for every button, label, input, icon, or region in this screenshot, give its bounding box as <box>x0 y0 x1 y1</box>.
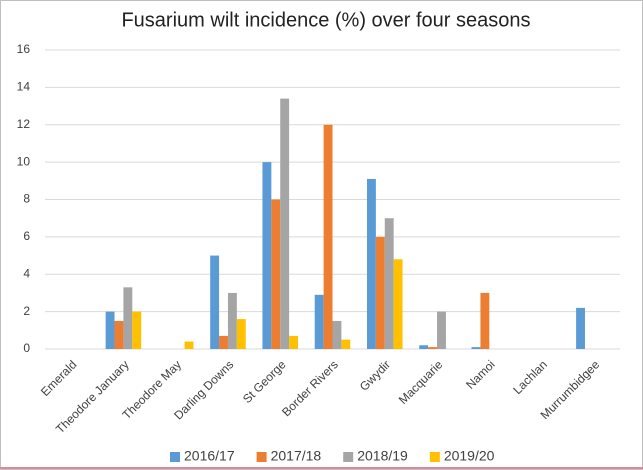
bar <box>219 335 228 349</box>
bar <box>480 292 490 349</box>
bar <box>384 218 394 349</box>
legend-swatch <box>256 452 267 462</box>
y-tick-label: 10 <box>17 154 31 168</box>
bar <box>341 339 351 349</box>
bar <box>375 236 385 349</box>
legend-label: 2017/18 <box>271 448 322 464</box>
bar <box>132 311 142 349</box>
bar <box>323 124 333 349</box>
legend-label: 2019/20 <box>444 448 495 464</box>
bar <box>437 311 446 349</box>
bar <box>428 347 438 349</box>
bar <box>105 311 115 349</box>
bar <box>367 178 376 349</box>
y-tick-label: 12 <box>17 117 31 131</box>
legend-swatch <box>170 452 180 462</box>
bar <box>184 341 194 349</box>
bar <box>262 162 272 349</box>
bar <box>227 292 237 349</box>
bar <box>419 345 429 349</box>
bar <box>114 320 124 349</box>
legend-label: 2016/17 <box>184 448 235 464</box>
bar <box>314 294 324 349</box>
bar <box>289 335 298 349</box>
bar <box>123 287 133 349</box>
chart-title: Fusarium wilt incidence (%) over four se… <box>121 9 530 31</box>
bar <box>271 199 281 349</box>
legend-swatch <box>429 452 440 462</box>
y-tick-label: 2 <box>23 304 30 318</box>
bar <box>332 320 342 349</box>
y-tick-label: 8 <box>23 192 30 206</box>
y-tick-label: 0 <box>23 341 30 355</box>
y-tick-label: 6 <box>23 229 30 243</box>
legend-swatch <box>343 452 354 462</box>
y-tick-label: 4 <box>23 266 30 280</box>
bar <box>236 319 246 349</box>
bar <box>280 98 290 350</box>
legend-label: 2018/19 <box>357 448 408 464</box>
bar <box>576 307 585 349</box>
bar <box>471 347 481 349</box>
bar <box>210 255 220 349</box>
y-tick-label: 14 <box>17 80 31 94</box>
y-tick-label: 16 <box>17 42 31 56</box>
bar <box>393 259 403 349</box>
